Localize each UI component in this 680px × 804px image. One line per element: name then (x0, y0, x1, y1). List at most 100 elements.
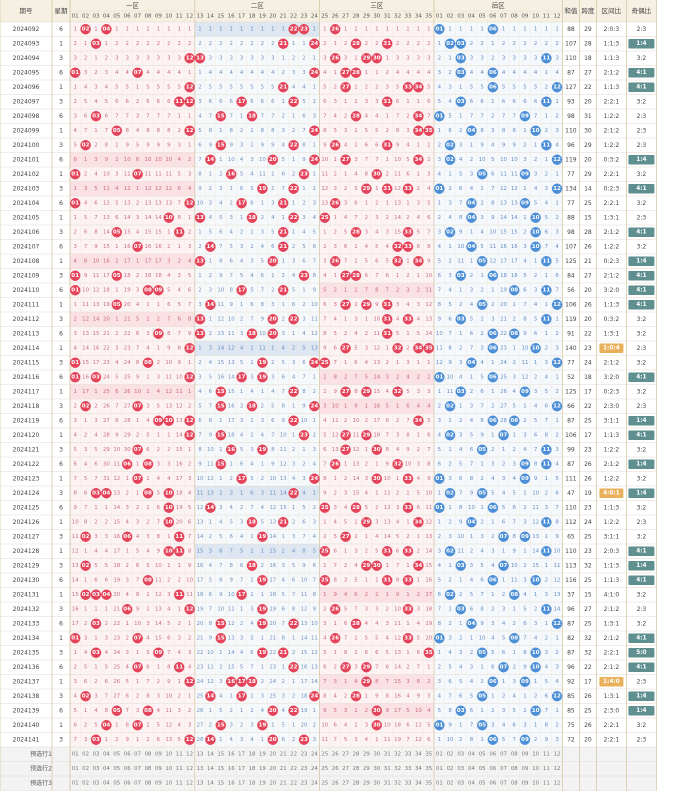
omission-value: 1 (365, 26, 368, 32)
omission-value: 5 (94, 722, 97, 728)
omission-value: 1 (406, 331, 409, 337)
back-omission-value: 2 (438, 534, 441, 540)
back-omission-value: 1 (502, 447, 505, 453)
row-sum: 96 (567, 142, 575, 149)
front-ball-number: 15 (217, 722, 225, 728)
back-omission-value: 1 (545, 26, 548, 32)
omission-value: 4 (344, 722, 348, 728)
omission-value: 5 (302, 99, 305, 105)
footer-front-number: 34 (415, 751, 422, 757)
back-omission-value: 10 (511, 157, 518, 163)
omission-value: 3 (333, 99, 336, 105)
front-ball (236, 473, 247, 484)
header-front-number: 30 (373, 14, 381, 20)
omission-value: 4 (219, 200, 223, 206)
omission-value: 14 (197, 534, 204, 540)
row-zone-ratio: 2:2:1 (604, 98, 620, 105)
omission-value: 5 (302, 505, 305, 511)
omission-value: 7 (157, 113, 160, 119)
back-ball-number: 09 (521, 171, 529, 177)
front-ball-number: 23 (300, 26, 308, 32)
omission-value: 1 (375, 577, 378, 583)
row-zone-ratio: 2:2:1 (604, 171, 620, 178)
front-ball (174, 227, 185, 238)
omission-value: 3 (427, 55, 430, 61)
omission-value: 8 (157, 534, 161, 540)
omission-value: 1 (188, 389, 191, 395)
omission-value: 8 (406, 432, 410, 438)
front-ball-number: 31 (383, 186, 391, 192)
omission-value: 1 (406, 490, 409, 496)
omission-value: 4 (84, 650, 88, 656)
front-ball (267, 328, 278, 339)
footer-front-number: 04 (103, 751, 110, 757)
omission-value: 1 (271, 26, 274, 32)
row-zone-ratio: 2:1:2 (604, 69, 620, 76)
omission-value: 9 (302, 403, 306, 409)
back-omission-value: 2 (491, 447, 494, 453)
omission-value: 2 (198, 287, 201, 293)
omission-value: 3 (177, 708, 180, 714)
omission-value: 2 (261, 41, 264, 47)
back-omission-value: 4 (513, 389, 517, 395)
back-ball-number: 01 (435, 113, 443, 119)
omission-value: 2 (250, 142, 253, 148)
row-span: 18 (584, 374, 592, 381)
omission-value: 4 (146, 418, 150, 424)
omission-value: 8 (375, 287, 379, 293)
omission-value: 19 (113, 577, 120, 583)
back-omission-value: 2 (555, 215, 558, 221)
omission-value: 2 (396, 490, 399, 496)
omission-value: 2 (125, 563, 128, 569)
omission-value: 4 (385, 389, 389, 395)
omission-value: 11 (207, 664, 214, 670)
omission-value: 8 (105, 142, 109, 148)
front-ball-number: 07 (134, 447, 142, 453)
footer-front-number: 31 (384, 751, 391, 757)
omission-value: 5 (167, 621, 170, 627)
footer-back-number: 01 (436, 766, 443, 772)
omission-value: 4 (344, 142, 348, 148)
back-omission-value: 5 (534, 418, 537, 424)
header-span: 跨度 (581, 6, 595, 15)
header-front-number: 12 (186, 14, 193, 20)
back-omission-value: 1 (545, 157, 548, 163)
footer-front-number: 29 (363, 751, 370, 757)
omission-value: 4 (136, 229, 140, 235)
omission-value: 1 (354, 128, 357, 134)
back-omission-value: 5 (502, 737, 505, 743)
omission-value: 5 (354, 345, 357, 351)
row-sum: 112 (565, 519, 577, 526)
row-sum: 47 (567, 490, 575, 497)
back-omission-value: 8 (470, 476, 474, 482)
back-ball-number: 06 (489, 273, 497, 279)
back-omission-value: 11 (511, 171, 518, 177)
back-omission-value: 3 (438, 679, 441, 685)
footer-front-number: 08 (145, 780, 152, 786)
front-ball-number: 17 (238, 287, 246, 293)
back-omission-value: 6 (545, 693, 549, 699)
front-ball-number: 30 (373, 708, 381, 714)
back-omission-value: 2 (513, 447, 516, 453)
odd-even-badge (628, 561, 655, 571)
omission-value: 1 (313, 171, 316, 177)
back-omission-value: 2 (491, 113, 494, 119)
back-omission-value: 2 (459, 128, 462, 134)
back-omission-value: 10 (489, 229, 496, 235)
omission-value: 1 (219, 418, 222, 424)
footer-front-number: 27 (342, 780, 349, 786)
omission-value: 1 (375, 490, 378, 496)
omission-value: 1 (157, 26, 160, 32)
row-sum: 77 (567, 200, 575, 207)
back-omission-value: 4 (448, 215, 452, 221)
back-omission-value: 1 (480, 664, 483, 670)
omission-value: 4 (177, 70, 181, 76)
omission-value: 1 (323, 519, 326, 525)
back-omission-value: 3 (459, 432, 462, 438)
front-ball-number: 01 (71, 70, 79, 76)
omission-value: 5 (146, 84, 149, 90)
row-span: 20 (584, 156, 592, 163)
back-omission-value: 3 (480, 55, 483, 61)
omission-value: 11 (186, 592, 193, 598)
back-omission-value: 16 (500, 244, 507, 250)
